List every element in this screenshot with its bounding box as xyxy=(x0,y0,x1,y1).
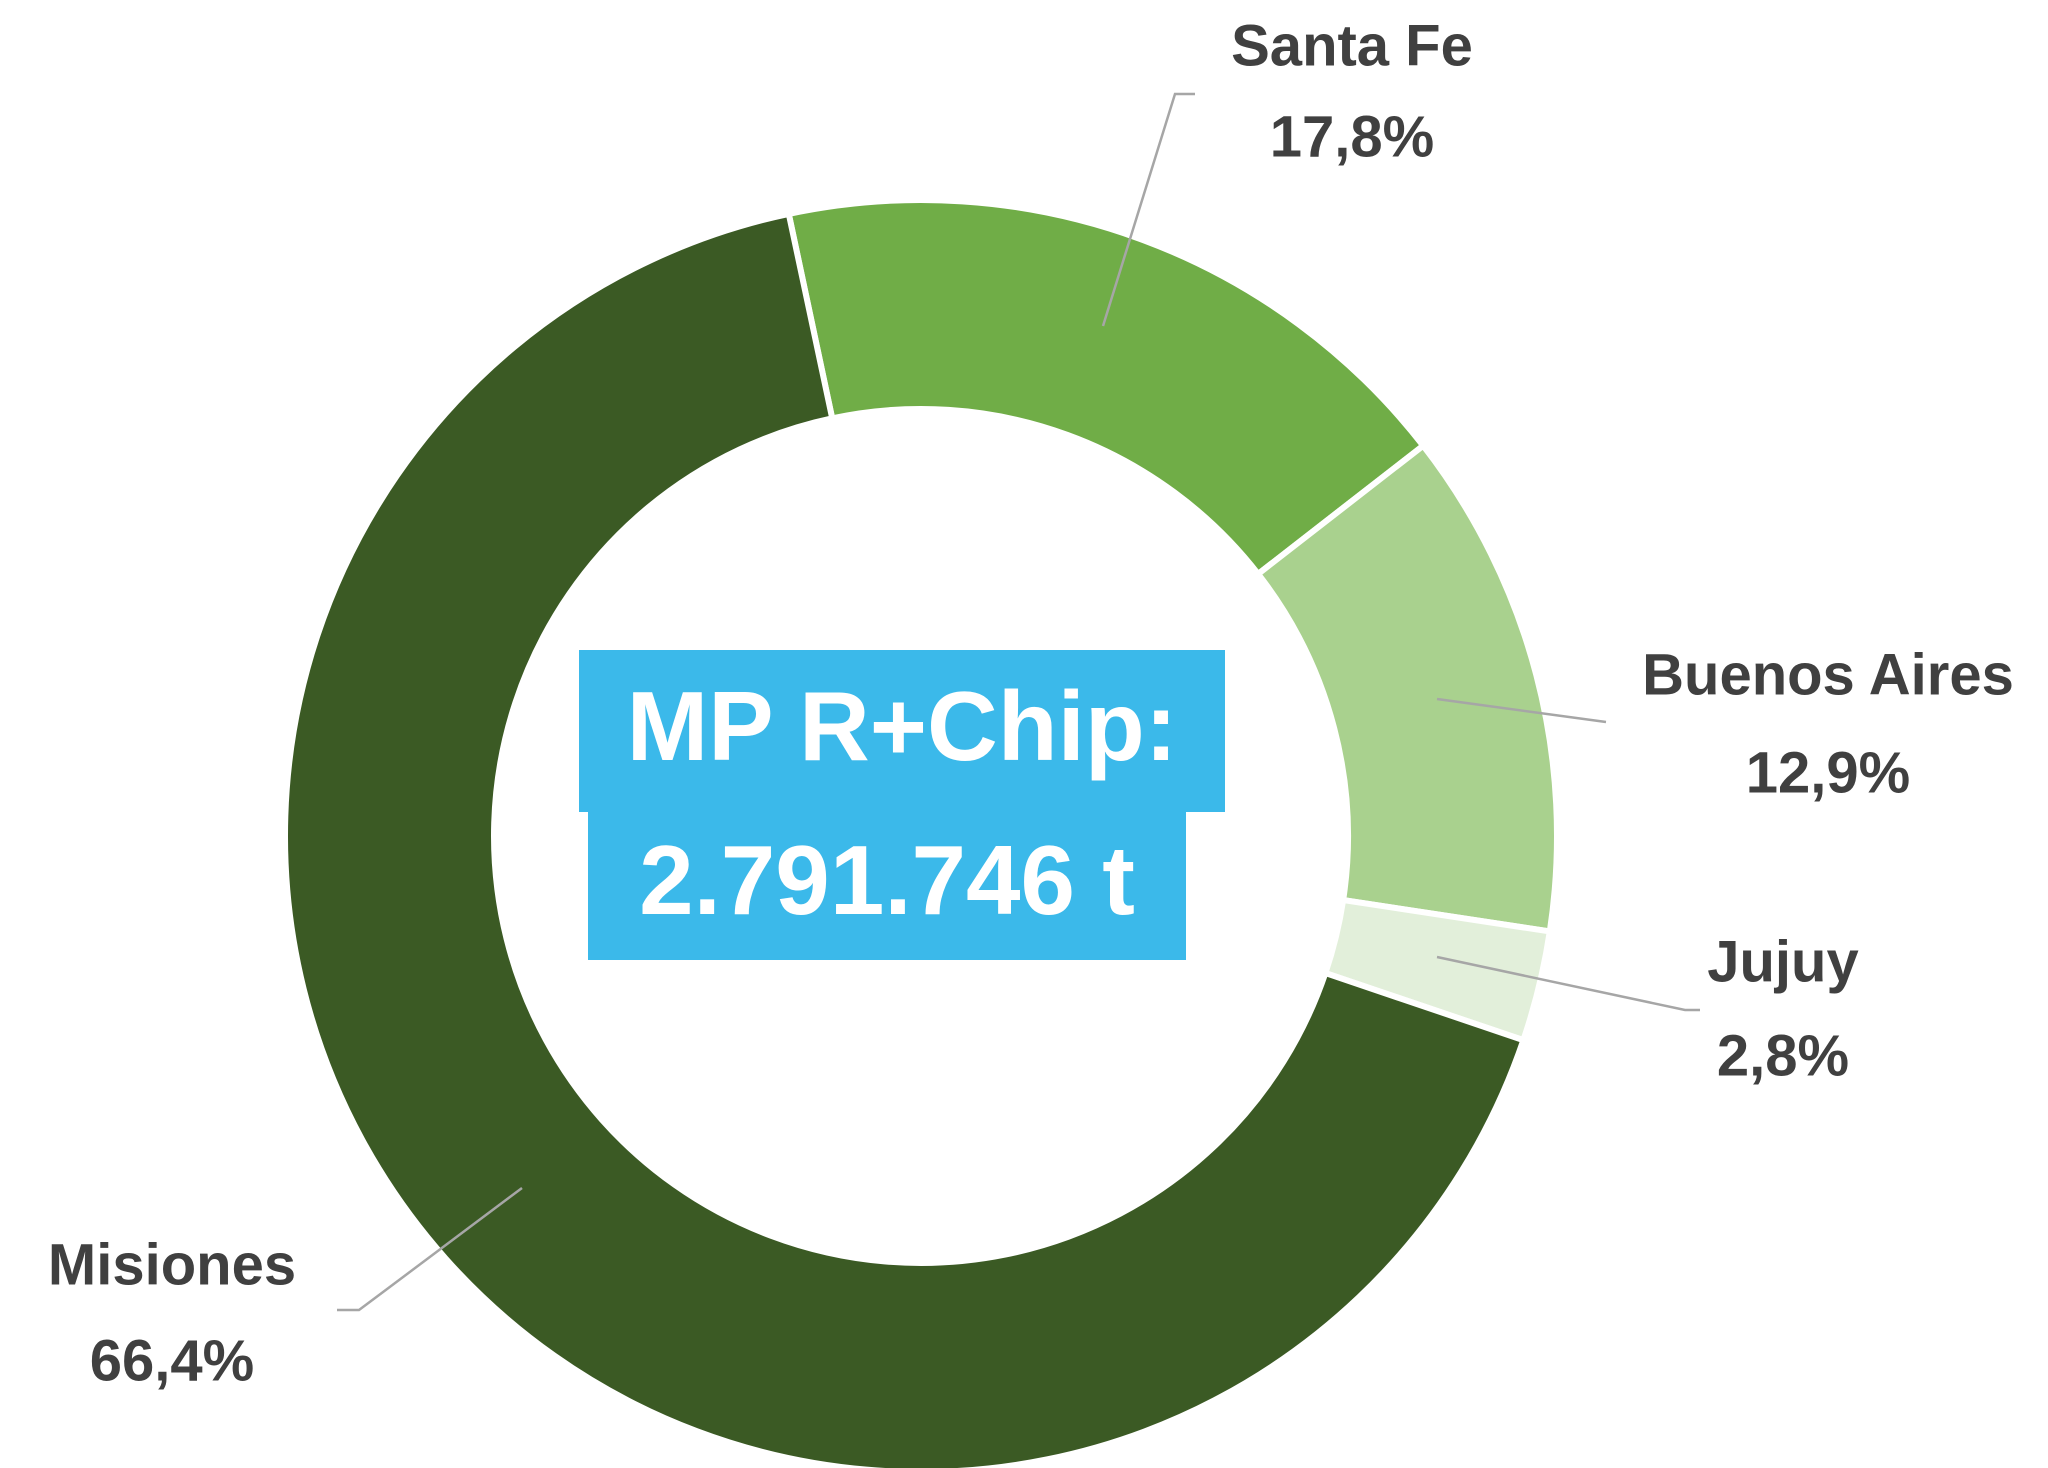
annotation-box xyxy=(579,650,1225,812)
annotation-box xyxy=(588,810,1186,960)
donut-slice xyxy=(282,210,1528,1468)
annotation: MP R+Chip: xyxy=(627,671,1178,781)
category-label: Buenos Aires xyxy=(1642,642,2014,707)
value-label: 12,9% xyxy=(1746,740,1910,805)
leader-line xyxy=(1101,92,1195,327)
leader-line xyxy=(1436,697,1607,724)
annotation: 2.791.746 t xyxy=(639,825,1135,935)
value-label: 66,4% xyxy=(90,1328,254,1393)
category-label: Misiones xyxy=(48,1232,296,1297)
donut-slice xyxy=(785,197,1428,579)
leader-line xyxy=(1436,955,1700,1012)
value-label: 17,8% xyxy=(1270,104,1434,169)
category-label: Jujuy xyxy=(1707,929,1859,994)
value-label: 2,8% xyxy=(1717,1023,1849,1088)
category-label: Santa Fe xyxy=(1231,13,1473,78)
leader-line xyxy=(337,1186,523,1312)
